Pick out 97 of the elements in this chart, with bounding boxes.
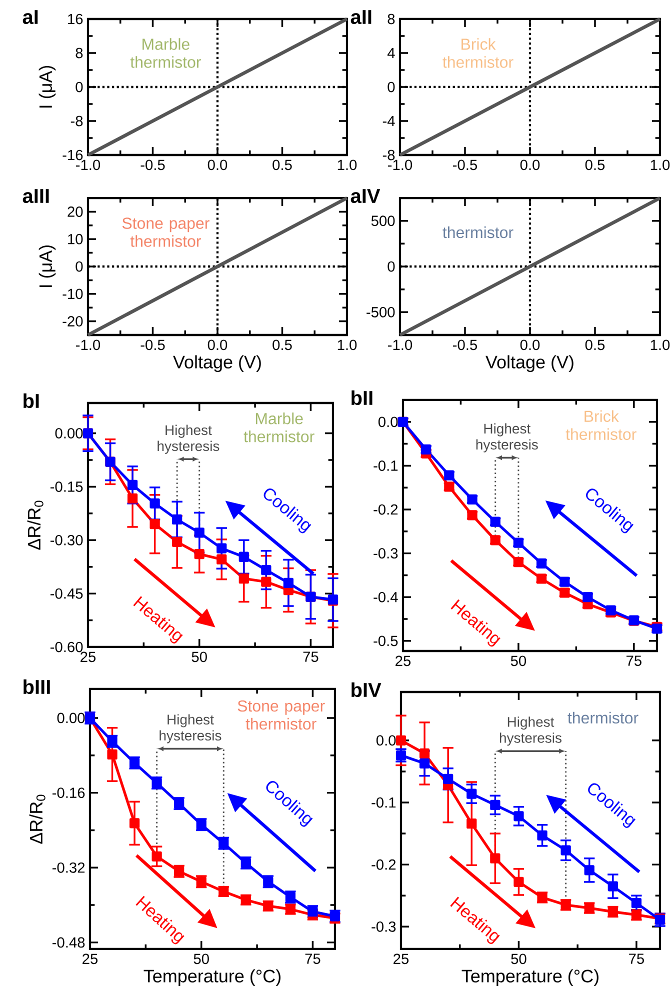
x-tick-label: 1.0: [650, 340, 670, 350]
x-tick-label: 75: [305, 954, 320, 964]
y-tick-label: -8: [70, 116, 83, 126]
x-tick-label: 25: [82, 954, 98, 964]
x-tick-label: 0.0: [208, 340, 228, 350]
x-axis-title: Temperature (°C): [144, 969, 280, 986]
chart-title: aIV: [350, 189, 380, 204]
x-tick-label: 0.5: [272, 160, 292, 170]
x-tick-label: 50: [192, 652, 207, 662]
y-tick-label: -0.32: [52, 862, 85, 873]
annotation: Highest hysteresis: [160, 714, 222, 744]
y-tick-label: 0: [76, 82, 83, 92]
x-tick-label: 25: [396, 656, 411, 666]
y-tick-label: -0.60: [50, 642, 83, 652]
y-tick-label: -0.2: [372, 859, 396, 870]
y-tick-label: -0.30: [50, 534, 83, 546]
x-tick-label: 50: [510, 656, 526, 666]
x-tick-label: 25: [80, 652, 96, 662]
y-tick-label: 0: [76, 261, 83, 272]
annotation: Stone paper thermistor: [122, 218, 210, 247]
y-axis-title: ΔR/R$_{0}$: [27, 500, 44, 550]
y-tick-label: -16: [62, 150, 83, 160]
y-tick-label: -0.1: [372, 797, 396, 808]
annotation: Brick thermistor: [442, 38, 514, 68]
y-tick-label: -4: [382, 116, 395, 126]
x-tick-label: 1.0: [650, 160, 670, 170]
chart-title: bIII: [24, 679, 50, 694]
x-tick-label: -0.5: [453, 340, 478, 350]
y-tick-label: 0.00: [57, 712, 85, 724]
x-tick-label: 75: [626, 656, 642, 666]
annotation: thermistor: [442, 226, 514, 238]
x-tick-label: 1.0: [338, 340, 357, 350]
x-tick-label: 50: [511, 954, 526, 964]
x-tick-label: -0.5: [140, 160, 165, 170]
y-tick-label: -0.3: [372, 921, 396, 932]
y-tick-label: -0.4: [374, 592, 398, 602]
annotation: Marble thermistor: [130, 38, 201, 68]
annotation: Highest hysteresis: [476, 423, 538, 452]
x-tick-label: 50: [194, 954, 209, 964]
x-tick-label: 1.0: [338, 160, 357, 170]
x-tick-label: 75: [303, 652, 318, 662]
y-tick-label: -0.1: [374, 460, 398, 471]
y-tick-label: 10: [68, 234, 83, 244]
x-tick-label: -1.0: [76, 340, 100, 350]
y-tick-label: 20: [68, 206, 83, 217]
annotation: Stone paper thermistor: [238, 700, 325, 730]
y-tick-label: 4: [387, 48, 395, 58]
y-tick-label: -0.5: [374, 636, 398, 646]
annotation: Brick thermistor: [566, 410, 636, 440]
x-tick-label: -1.0: [76, 160, 100, 170]
x-tick-label: 0.0: [208, 160, 228, 170]
chart-title: bIV: [352, 682, 382, 698]
chart-title: aI: [22, 10, 38, 24]
annotation: thermistor: [568, 712, 638, 724]
y-tick-label: -0.45: [50, 588, 83, 599]
chart-title: aIII: [22, 189, 49, 204]
x-tick-label: 0.0: [520, 160, 540, 170]
x-tick-label: -0.5: [453, 160, 478, 170]
x-tick-label: -1.0: [388, 340, 412, 350]
y-tick-label: 8: [76, 48, 83, 58]
chart-title: bI: [24, 393, 39, 408]
y-tick-label: 0.0: [376, 735, 396, 746]
y-tick-label: 0.0: [378, 416, 398, 428]
x-tick-label: -1.0: [388, 160, 412, 170]
x-axis-title: Temperature (°C): [462, 969, 598, 986]
x-tick-label: 75: [629, 954, 644, 964]
y-tick-label: -0.3: [374, 548, 398, 559]
y-tick-label: -0.16: [52, 788, 85, 798]
x-tick-label: 0.5: [585, 340, 605, 350]
y-tick-label: 16: [68, 14, 83, 24]
y-tick-label: 0: [388, 261, 395, 272]
y-tick-label: -500: [366, 306, 395, 318]
annotation: Marble thermistor: [244, 412, 314, 442]
y-tick-label: -20: [62, 316, 83, 326]
annotation: Highest hysteresis: [500, 716, 562, 746]
y-tick-label: -0.15: [50, 482, 83, 492]
x-tick-label: 0.5: [585, 160, 605, 170]
x-axis-title: Voltage (V): [486, 355, 574, 372]
x-tick-label: 0.0: [520, 340, 540, 350]
y-tick-label: 500: [371, 216, 395, 226]
y-axis-title: I (μA): [38, 245, 56, 288]
y-axis-title: I (μA): [38, 66, 56, 108]
annotation: Highest hysteresis: [158, 424, 220, 454]
x-tick-label: -0.5: [140, 340, 165, 350]
y-axis-title: ΔR/R$_{0}$: [29, 794, 46, 844]
y-tick-label: -0.2: [374, 504, 398, 515]
chart-title: bII: [352, 390, 372, 406]
y-tick-label: 0: [388, 82, 395, 92]
y-tick-label: -8: [382, 150, 395, 160]
y-tick-label: -0.48: [52, 937, 85, 948]
x-tick-label: 25: [394, 954, 409, 964]
x-tick-label: 0.5: [272, 340, 292, 350]
y-tick-label: -10: [62, 288, 83, 300]
chart-title: aII: [350, 10, 372, 24]
y-tick-label: 0.00: [55, 428, 83, 438]
y-tick-label: 8: [388, 14, 395, 24]
x-axis-title: Voltage (V): [173, 355, 261, 372]
